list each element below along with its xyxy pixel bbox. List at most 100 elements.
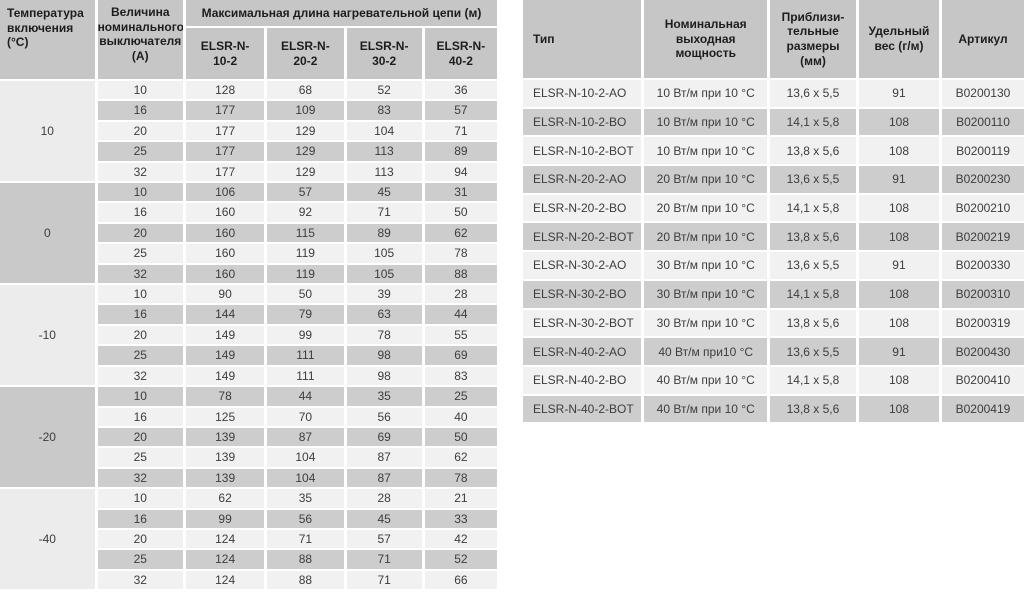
table-row: 20 160 115 89 62 [0,223,497,243]
length-value-cell: 56 [267,509,344,528]
breaker-value-cell: 10 [97,387,183,406]
table-row: ELSR-N-40-2-BO 40 Вт/м при 10 °C 14,1 x 5,… [523,366,1024,394]
table-row: -20 10 78 44 35 25 [0,387,497,488]
length-value-cell: 124 [185,529,265,549]
temperature-group-cell: 0 [0,183,95,284]
length-value-cell: 177 [185,121,265,141]
article-cell: B0200419 [941,395,1024,423]
length-value-cell: 78 [346,325,422,345]
weight-cell: 91 [859,80,939,107]
length-value-cell: 55 [424,325,497,345]
length-value-cell: 79 [267,305,344,324]
table-row: 16 177 109 83 57 [0,101,497,120]
breaker-value-cell: 25 [97,448,183,467]
length-value-cell: 149 [185,366,265,386]
table-row: -10 10 90 50 39 28 [0,285,497,386]
length-value-cell: 25 [424,387,497,406]
dimensions-cell: 14,1 x 5,8 [769,108,856,136]
length-value-cell: 89 [346,223,422,243]
type-cell: ELSR-N-20-2-BO [523,194,642,222]
breaker-value-cell: 25 [97,142,183,161]
length-value-cell: 104 [267,448,344,467]
length-value-cell: 94 [424,162,497,182]
length-value-cell: 124 [185,570,265,590]
length-value-cell: 144 [185,305,265,324]
dimensions-cell: 13,6 x 5,5 [769,166,856,193]
breaker-value-cell: 16 [97,101,183,120]
table-row: 32 177 129 113 94 [0,162,497,182]
table-row: ELSR-N-30-2-AO 30 Вт/м при 10 °C 13,6 x 5,… [523,252,1024,279]
dimensions-cell: 14,1 x 5,8 [769,366,856,394]
length-value-cell: 62 [424,223,497,243]
length-value-cell: 62 [185,489,265,508]
length-value-cell: 160 [185,223,265,243]
weight-cell: 108 [859,137,939,165]
table-row: 16 125 70 56 40 [0,407,497,426]
length-value-cell: 88 [267,570,344,590]
length-value-cell: 125 [185,407,265,426]
length-value-cell: 57 [424,101,497,120]
length-value-cell: 139 [185,448,265,467]
power-cell: 30 Вт/м при 10 °C [644,309,767,337]
breaker-value-cell: 32 [97,366,183,386]
breaker-value-cell: 20 [97,427,183,447]
type-cell: ELSR-N-20-2-AO [523,166,642,193]
header-row: ELSR-N- 10-2 ELSR-N- 20-2 ELSR-N- 30-2 E… [0,28,497,79]
length-value-cell: 149 [185,346,265,365]
temperature-column-header: Температура включения (°C) [0,0,95,79]
length-value-cell: 83 [424,366,497,386]
length-value-cell: 139 [185,468,265,488]
power-cell: 20 Вт/м при 10 °C [644,223,767,251]
length-value-cell: 111 [267,346,344,365]
header-row: Температура включения (°C) Величина номи… [0,0,497,79]
heating-circuit-length-table: Температура включения (°C) Величина номи… [0,0,500,591]
weight-column-header: Удельный вес (г/м) [859,0,939,78]
length-value-cell: 160 [185,264,265,284]
dimensions-cell: 13,6 x 5,5 [769,80,856,107]
power-cell: 20 Вт/м при 10 °C [644,166,767,193]
dimensions-cell: 14,1 x 5,8 [769,280,856,308]
length-value-cell: 42 [424,529,497,549]
breaker-value-cell: 20 [97,223,183,243]
product-spec-table: Тип Номинальная выходная мощность Прибли… [520,0,1024,424]
table-row: ELSR-N-10-2-BOT 10 Вт/м при 10 °C 13,8 x 5… [523,137,1024,165]
breaker-value-cell: 32 [97,468,183,488]
length-value-cell: 69 [424,346,497,365]
length-value-cell: 129 [267,162,344,182]
type-cell: ELSR-N-10-2-AO [523,80,642,107]
length-value-cell: 28 [424,285,497,304]
length-value-cell: 104 [346,121,422,141]
article-cell: B0200430 [941,338,1024,365]
table-row: 16 99 56 45 33 [0,509,497,528]
length-value-cell: 109 [267,101,344,120]
breaker-value-cell: 32 [97,162,183,182]
table-row: ELSR-N-30-2-BOT 30 Вт/м при 10 °C 13,8 x 5… [523,309,1024,337]
power-cell: 20 Вт/м при 10 °C [644,194,767,222]
article-cell: B0200310 [941,280,1024,308]
breaker-value-cell: 20 [97,121,183,141]
dimensions-cell: 13,8 x 5,6 [769,137,856,165]
length-value-cell: 52 [346,81,422,100]
article-cell: B0200119 [941,137,1024,165]
table-row: 0 10 106 57 45 31 [0,183,497,284]
length-value-cell: 71 [267,529,344,549]
length-value-cell: 28 [346,489,422,508]
length-value-cell: 31 [424,183,497,202]
table-row: ELSR-N-20-2-BO 20 Вт/м при 10 °C 14,1 x 5,… [523,194,1024,222]
length-value-cell: 98 [346,346,422,365]
table-row: 32 160 119 105 88 [0,264,497,284]
length-value-cell: 99 [185,509,265,528]
length-value-cell: 71 [346,570,422,590]
weight-cell: 108 [859,366,939,394]
table-row: 32 139 104 87 78 [0,468,497,488]
dimensions-cell: 13,8 x 5,6 [769,223,856,251]
length-value-cell: 105 [346,244,422,263]
power-column-header: Номинальная выходная мощность [644,0,767,78]
breaker-value-cell: 32 [97,570,183,590]
product-column-header-40-2: ELSR-N- 40-2 [424,28,497,79]
article-cell: B0200330 [941,252,1024,279]
breaker-value-cell: 16 [97,407,183,426]
dimensions-cell: 13,8 x 5,6 [769,395,856,423]
length-value-cell: 92 [267,203,344,222]
